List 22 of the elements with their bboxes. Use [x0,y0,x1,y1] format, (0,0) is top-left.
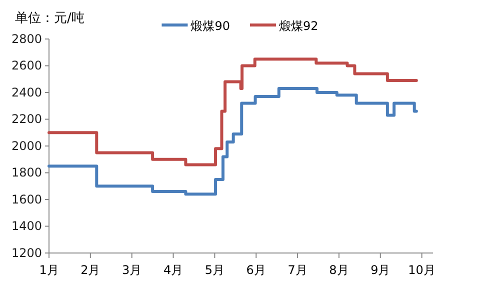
y-tick-label: 2200 [11,112,42,126]
x-tick-label: 10月 [408,263,436,278]
legend-label: 煅煤90 [190,19,230,33]
y-tick-label: 2800 [11,32,42,46]
x-tick-label: 8月 [329,263,349,278]
x-tick-label: 9月 [370,263,390,278]
y-tick-label: 1200 [11,246,42,260]
y-tick-label: 1400 [11,219,42,234]
legend-label: 煅煤92 [279,19,318,33]
x-tick-label: 5月 [204,263,225,278]
y-tick-label: 1600 [11,192,42,206]
x-tick-label: 3月 [122,263,142,278]
x-tick-label: 7月 [288,263,308,278]
x-tick-label: 6月 [246,263,266,278]
y-tick-label: 1800 [11,166,42,180]
x-tick-label: 2月 [80,263,100,278]
y-tick-label: 2600 [11,58,42,73]
x-tick-label: 1月 [39,263,59,278]
y-axis-title: 单位：元/吨 [15,11,84,26]
y-tick-label: 2400 [11,85,42,100]
y-tick-label: 2000 [11,138,42,153]
x-tick-label: 4月 [163,263,184,278]
